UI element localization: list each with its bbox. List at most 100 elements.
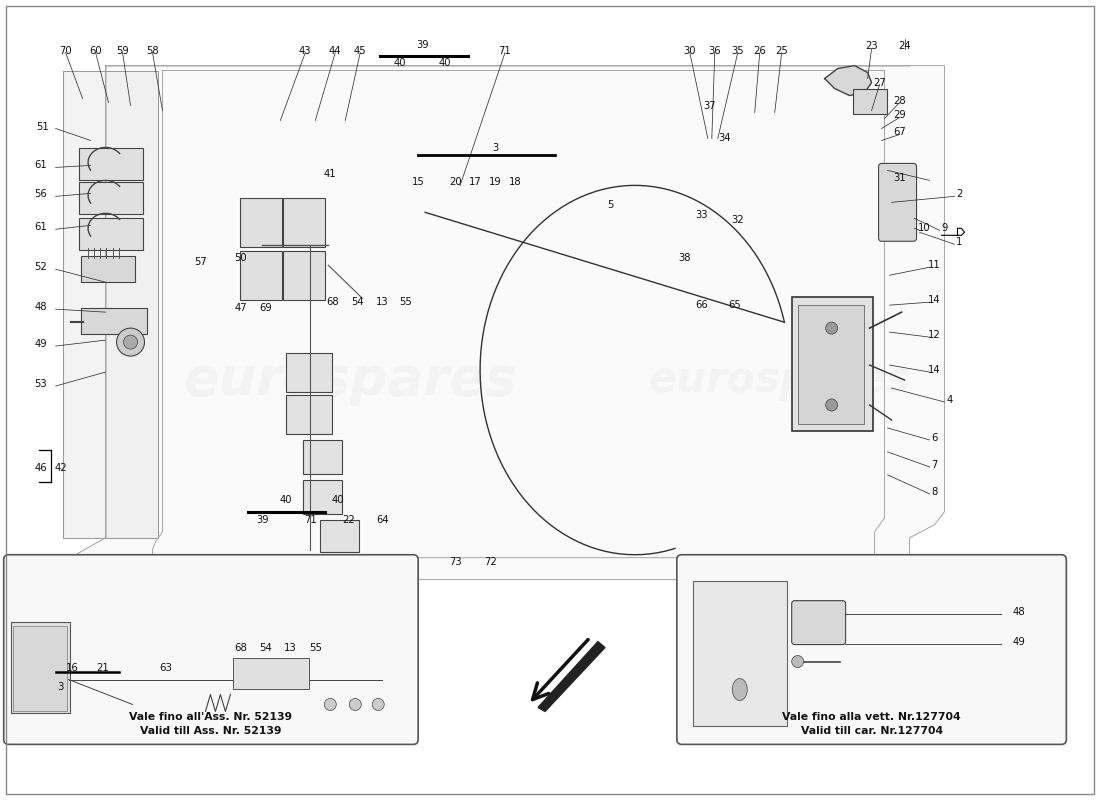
Text: 28: 28 bbox=[893, 95, 906, 106]
FancyBboxPatch shape bbox=[852, 89, 887, 114]
Circle shape bbox=[123, 335, 138, 349]
Text: 61: 61 bbox=[34, 222, 47, 232]
Text: 26: 26 bbox=[754, 46, 766, 56]
FancyBboxPatch shape bbox=[80, 256, 134, 282]
FancyBboxPatch shape bbox=[676, 554, 1066, 745]
Text: 14: 14 bbox=[928, 365, 940, 375]
Text: 61: 61 bbox=[34, 161, 47, 170]
FancyBboxPatch shape bbox=[286, 395, 332, 434]
FancyBboxPatch shape bbox=[11, 622, 69, 714]
Text: 40: 40 bbox=[332, 495, 344, 505]
Text: 56: 56 bbox=[34, 190, 47, 199]
FancyBboxPatch shape bbox=[320, 520, 360, 552]
Text: 67: 67 bbox=[893, 127, 906, 138]
FancyBboxPatch shape bbox=[13, 626, 67, 711]
Text: 36: 36 bbox=[708, 46, 722, 56]
Ellipse shape bbox=[733, 678, 747, 701]
Circle shape bbox=[792, 655, 804, 667]
Text: eurospares: eurospares bbox=[648, 359, 911, 401]
Text: 23: 23 bbox=[866, 41, 878, 50]
Text: 11: 11 bbox=[928, 260, 940, 270]
Text: 6: 6 bbox=[932, 433, 937, 443]
FancyBboxPatch shape bbox=[693, 581, 786, 726]
Text: 49: 49 bbox=[34, 339, 47, 349]
Text: 42: 42 bbox=[54, 463, 67, 473]
FancyBboxPatch shape bbox=[80, 308, 146, 334]
Circle shape bbox=[826, 399, 837, 411]
FancyBboxPatch shape bbox=[879, 163, 916, 242]
Text: 17: 17 bbox=[469, 178, 482, 187]
Text: 37: 37 bbox=[704, 101, 716, 110]
Text: 24: 24 bbox=[899, 41, 911, 50]
Text: 57: 57 bbox=[194, 258, 207, 267]
FancyBboxPatch shape bbox=[792, 601, 846, 645]
Text: 34: 34 bbox=[718, 134, 732, 143]
Text: 71: 71 bbox=[498, 46, 512, 56]
Text: 7: 7 bbox=[932, 460, 937, 470]
Text: 3: 3 bbox=[492, 143, 498, 154]
Text: 43: 43 bbox=[299, 46, 311, 56]
FancyBboxPatch shape bbox=[284, 198, 326, 247]
Text: 66: 66 bbox=[695, 300, 708, 310]
Text: 21: 21 bbox=[96, 662, 109, 673]
Text: 54: 54 bbox=[351, 297, 364, 307]
Text: 30: 30 bbox=[683, 46, 696, 56]
FancyBboxPatch shape bbox=[284, 251, 326, 300]
Polygon shape bbox=[825, 66, 871, 95]
Text: 38: 38 bbox=[679, 254, 691, 263]
FancyBboxPatch shape bbox=[241, 251, 283, 300]
Text: 65: 65 bbox=[728, 300, 741, 310]
FancyBboxPatch shape bbox=[792, 297, 872, 431]
Text: 52: 52 bbox=[34, 262, 47, 272]
Text: 48: 48 bbox=[34, 302, 47, 312]
FancyBboxPatch shape bbox=[304, 480, 342, 514]
Text: 15: 15 bbox=[411, 178, 425, 187]
FancyBboxPatch shape bbox=[233, 658, 309, 690]
Text: 13: 13 bbox=[376, 297, 388, 307]
Text: 9: 9 bbox=[942, 223, 948, 234]
Text: 62: 62 bbox=[399, 557, 411, 566]
Text: 48: 48 bbox=[1013, 606, 1026, 617]
Text: 70: 70 bbox=[59, 46, 72, 56]
Text: 46: 46 bbox=[34, 463, 47, 473]
Text: 29: 29 bbox=[893, 110, 906, 121]
Text: 73: 73 bbox=[449, 557, 461, 566]
Text: 55: 55 bbox=[399, 297, 411, 307]
FancyBboxPatch shape bbox=[286, 353, 332, 392]
Text: 40: 40 bbox=[394, 58, 406, 67]
Text: 40: 40 bbox=[279, 495, 292, 505]
Text: 68: 68 bbox=[326, 297, 339, 307]
Text: 54: 54 bbox=[258, 642, 272, 653]
Text: 39: 39 bbox=[416, 40, 429, 50]
Text: Valid till Ass. Nr. 52139: Valid till Ass. Nr. 52139 bbox=[140, 726, 282, 737]
Text: 45: 45 bbox=[354, 46, 366, 56]
Text: 20: 20 bbox=[449, 178, 461, 187]
Circle shape bbox=[826, 322, 837, 334]
Text: 22: 22 bbox=[342, 514, 354, 525]
Text: 64: 64 bbox=[376, 514, 388, 525]
Text: Vale fino alla vett. Nr.127704: Vale fino alla vett. Nr.127704 bbox=[782, 713, 961, 722]
Text: 71: 71 bbox=[304, 514, 317, 525]
FancyBboxPatch shape bbox=[304, 440, 342, 474]
Text: 14: 14 bbox=[928, 295, 940, 305]
Text: 41: 41 bbox=[324, 170, 337, 179]
Text: 35: 35 bbox=[732, 46, 744, 56]
Text: 60: 60 bbox=[89, 46, 102, 56]
Text: 44: 44 bbox=[329, 46, 341, 56]
Text: 63: 63 bbox=[160, 662, 172, 673]
Text: 3: 3 bbox=[57, 682, 64, 693]
Polygon shape bbox=[63, 70, 158, 538]
Text: 16: 16 bbox=[66, 662, 79, 673]
Text: 5: 5 bbox=[607, 200, 613, 210]
Text: 12: 12 bbox=[928, 330, 940, 340]
Text: Valid till car. Nr.127704: Valid till car. Nr.127704 bbox=[801, 726, 943, 737]
Text: 72: 72 bbox=[484, 557, 496, 566]
Text: 69: 69 bbox=[258, 303, 272, 313]
Text: 33: 33 bbox=[695, 210, 708, 220]
Text: 10: 10 bbox=[918, 223, 931, 234]
Circle shape bbox=[350, 698, 361, 710]
Text: 51: 51 bbox=[36, 122, 50, 133]
Text: 58: 58 bbox=[146, 46, 158, 56]
Text: 8: 8 bbox=[932, 487, 937, 497]
Text: 1: 1 bbox=[956, 238, 962, 247]
